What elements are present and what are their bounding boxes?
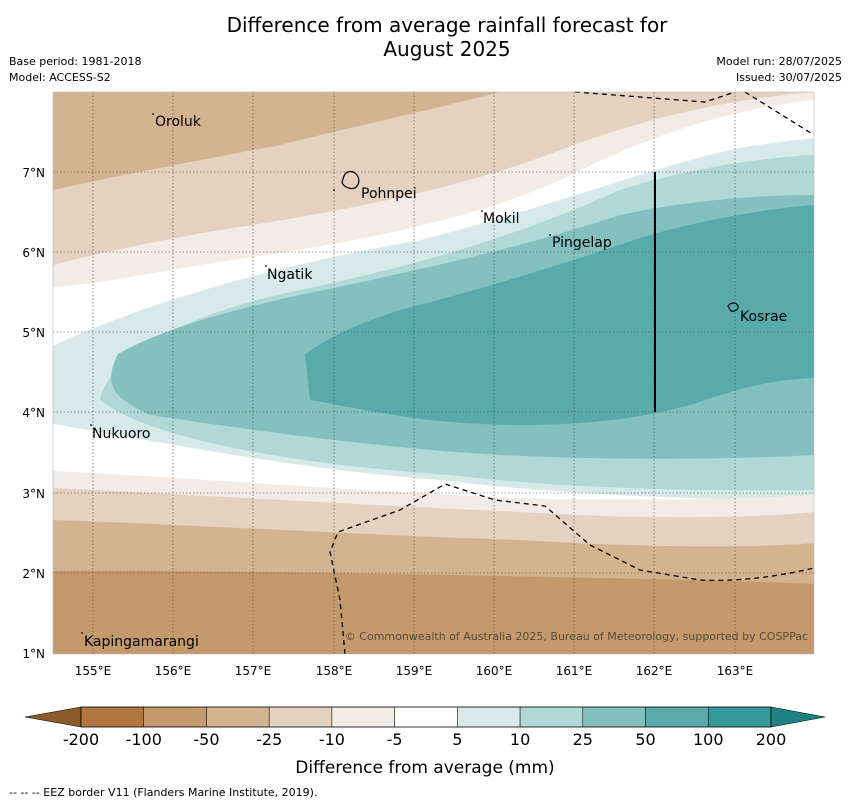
- contour-fill: [53, 92, 814, 654]
- colorbar-cell: [708, 706, 772, 728]
- colorbar: -200 -100 -50 -25 -10 -5 5 10 25 50 100 200: [24, 706, 826, 749]
- title-line-1: Difference from average rainfall forecas…: [226, 13, 668, 37]
- colorbar-cell: [80, 706, 144, 728]
- label-pohnpei: Pohnpei: [361, 186, 417, 202]
- band-teal-100: [676, 299, 814, 379]
- colorbar-tick-label: -5: [387, 730, 403, 749]
- colorbar-cells: [80, 706, 772, 728]
- kosrae-island: [727, 302, 739, 312]
- lon-tick-163: 163°E: [717, 664, 754, 678]
- colorbar-ticks: -200 -100 -50 -25 -10 -5 5 10 25 50 100 200: [63, 730, 786, 749]
- label-mokil: Mokil: [483, 211, 520, 227]
- gridlines: [53, 92, 814, 654]
- label-kosrae: Kosrae: [740, 309, 787, 325]
- colorbar-tick-label: 25: [573, 730, 593, 749]
- lat-tick-4: 4°N: [22, 406, 45, 420]
- colorbar-cell: [268, 706, 333, 728]
- copyright-text: © Commonwealth of Australia 2025, Bureau…: [345, 630, 808, 643]
- colorbar-tick-label: 5: [452, 730, 462, 749]
- lon-tick-159: 159°E: [396, 664, 433, 678]
- colorbar-cell: [206, 706, 270, 728]
- colorbar-cell: [394, 706, 458, 728]
- lon-tick-162: 162°E: [636, 664, 673, 678]
- lat-tick-2: 2°N: [22, 567, 45, 581]
- label-oroluk: Oroluk: [155, 114, 202, 130]
- colorbar-extend-max: [770, 706, 826, 728]
- eez-legend-note: -- -- -- EEZ border V11 (Flanders Marine…: [9, 786, 318, 799]
- label-ngatik: Ngatik: [267, 267, 313, 283]
- lon-tick-157: 157°E: [235, 664, 272, 678]
- colorbar-tick-label: 10: [510, 730, 530, 749]
- lat-tick-5: 5°N: [22, 326, 45, 340]
- label-pingelap: Pingelap: [552, 235, 612, 251]
- colorbar-cell: [519, 706, 584, 728]
- atoll-dots: [81, 113, 551, 634]
- colorbar-tick-label: 100: [693, 730, 724, 749]
- lat-tick-3: 3°N: [22, 487, 45, 501]
- colorbar-tick-label: -200: [63, 730, 99, 749]
- colorbar-cell: [331, 706, 395, 728]
- model-run: Model run: 28/07/2025: [716, 55, 842, 68]
- label-kapingamarangi: Kapingamarangi: [84, 634, 199, 650]
- lon-tick-156: 156°E: [155, 664, 192, 678]
- colorbar-cell: [645, 706, 709, 728]
- base-period: Base period: 1981-2018: [9, 55, 142, 68]
- lon-tick-161: 161°E: [556, 664, 593, 678]
- lat-tick-6: 6°N: [22, 246, 45, 260]
- lon-tick-155: 155°E: [75, 664, 112, 678]
- colorbar-tick-label: -100: [126, 730, 162, 749]
- colorbar-label: Difference from average (mm): [295, 758, 554, 778]
- colorbar-tick-label: -50: [193, 730, 219, 749]
- meta-left: Base period: 1981-2018 Model: ACCESS-S2: [9, 54, 141, 86]
- eez-border: [329, 91, 815, 655]
- lat-tick-7: 7°N: [22, 166, 45, 180]
- colorbar-tick-label: 50: [635, 730, 655, 749]
- title-line-2: August 2025: [383, 37, 511, 61]
- map-frame: [52, 91, 815, 655]
- meta-right: Model run: 28/07/2025 Issued: 30/07/2025: [716, 54, 842, 86]
- colorbar-tick-label: -25: [256, 730, 282, 749]
- pohnpei-island: [341, 170, 360, 190]
- label-nukuoro: Nukuoro: [92, 426, 150, 442]
- band-teal-50: [305, 205, 814, 425]
- colorbar-cell: [143, 706, 207, 728]
- model-name: Model: ACCESS-S2: [9, 71, 111, 84]
- colorbar-tick-label: -10: [319, 730, 345, 749]
- band-north-dark: [53, 92, 500, 190]
- colorbar-cell: [457, 706, 521, 728]
- band-south-darker: [53, 570, 814, 654]
- colorbar-extend-min: [24, 706, 82, 728]
- chart-title: Difference from average rainfall forecas…: [0, 13, 850, 61]
- lon-tick-160: 160°E: [476, 664, 513, 678]
- issued-date: Issued: 30/07/2025: [735, 71, 842, 84]
- colorbar-tick-label: 200: [756, 730, 787, 749]
- lat-tick-1: 1°N: [22, 647, 45, 661]
- lon-tick-158: 158°E: [316, 664, 353, 678]
- colorbar-cell: [582, 706, 646, 728]
